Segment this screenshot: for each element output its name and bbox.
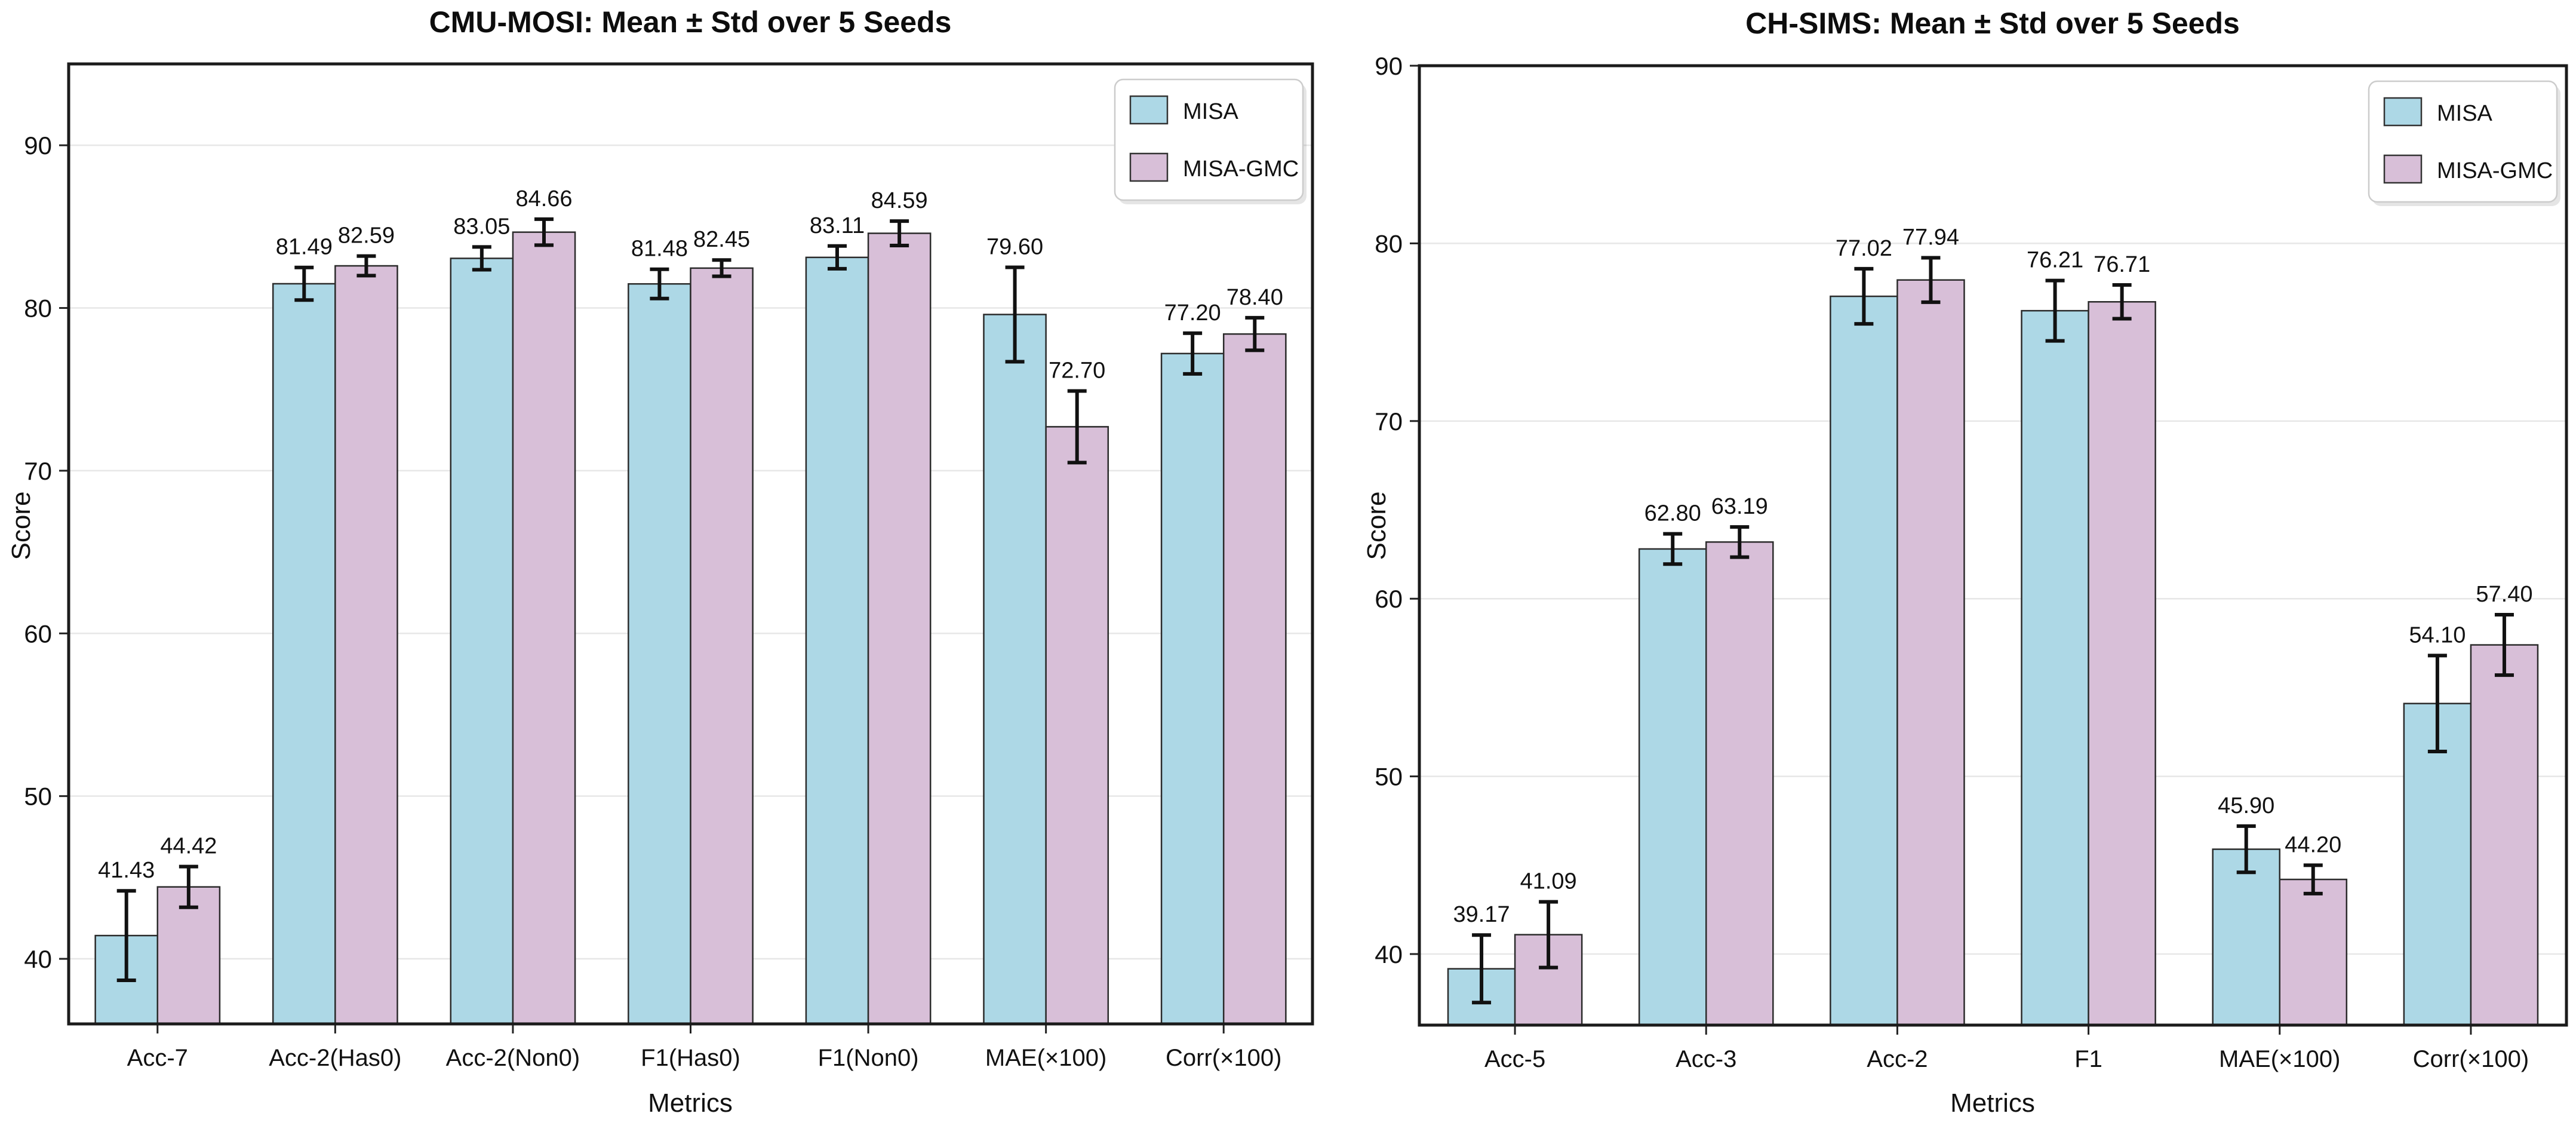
y-tick-label: 60 <box>24 619 52 648</box>
x-tick-label: Acc-2(Non0) <box>446 1045 580 1071</box>
bar-value-label: 81.48 <box>631 237 688 262</box>
bar-value-label: 84.66 <box>515 186 572 211</box>
bar-value-label: 78.40 <box>1226 285 1283 310</box>
y-axis-label-cmu-mosi: Score <box>7 491 36 560</box>
bar-MISA-GMC-Acc-2(Non0) <box>512 231 576 1025</box>
bar-MISA-GMC-Acc-3 <box>1705 541 1774 1026</box>
bar-value-label: 84.59 <box>871 188 928 213</box>
bar-value-label: 44.42 <box>160 834 217 859</box>
bar-value-label: 77.20 <box>1164 300 1221 326</box>
bar-value-label: 45.90 <box>2218 793 2274 818</box>
bar-chart-cmu-mosi: 41.43 81.49 83.05 81.48 83.11 79.60 77.20 44.42… <box>24 62 1314 1071</box>
y-tick-label: 70 <box>1375 407 1403 435</box>
legend-label-MISA-GMC: MISA-GMC <box>2437 158 2553 183</box>
chart-panel-ch-sims: 39.17 62.80 77.02 76.21 45.90 54.10 41.09 63.19… <box>1344 0 2576 1141</box>
bar-value-label: 41.09 <box>1520 869 1577 894</box>
bar-MISA-F1(Non0) <box>805 256 869 1025</box>
legend-label-MISA-GMC: MISA-GMC <box>1183 157 1299 182</box>
bar-value-label: 76.71 <box>2094 252 2150 277</box>
x-tick-label: Acc-7 <box>127 1045 188 1071</box>
chart-title-ch-sims: CH-SIMS: Mean ± Std over 5 Seeds <box>1745 7 2240 40</box>
y-tick-label: 80 <box>24 295 52 323</box>
y-tick-label: 90 <box>1375 52 1403 80</box>
chart-panel-cmu-mosi: 41.43 81.49 83.05 81.48 83.11 79.60 77.20 44.42… <box>24 62 1314 1071</box>
bar-MISA-GMC-Acc-2(Has0) <box>334 265 398 1025</box>
bar-MISA-F1 <box>2021 309 2089 1026</box>
bar-MISA-GMC-MAE(×100) <box>2279 878 2348 1026</box>
y-tick-label: 90 <box>24 131 52 160</box>
legend-swatch-MISA-GMC <box>2383 154 2423 184</box>
bar-MISA-GMC-F1(Has0) <box>690 267 754 1025</box>
x-tick-label: Acc-5 <box>1484 1046 1545 1072</box>
x-tick-label: MAE(×100) <box>2219 1046 2340 1072</box>
y-tick-label: 50 <box>1375 763 1403 791</box>
x-tick-label: Acc-2 <box>1867 1046 1928 1072</box>
y-tick-label: 70 <box>24 457 52 485</box>
x-axis-label-ch-sims: Metrics <box>1950 1088 2035 1118</box>
bar-value-label: 83.05 <box>453 214 510 239</box>
bar-MISA-Acc-2(Has0) <box>272 283 336 1025</box>
x-tick-label: Corr(×100) <box>1166 1045 1282 1071</box>
x-tick-label: F1(Has0) <box>641 1045 740 1071</box>
legend-swatch-MISA <box>2383 97 2423 127</box>
bar-value-label: 62.80 <box>1644 501 1701 526</box>
bar-value-label: 82.45 <box>693 227 750 252</box>
bar-value-label: 63.19 <box>1711 494 1768 519</box>
legend-swatch-MISA <box>1129 95 1169 125</box>
bar-MISA-GMC-Corr(×100) <box>1222 333 1287 1025</box>
bar-value-label: 83.11 <box>810 213 865 238</box>
y-tick-label: 80 <box>1375 229 1403 257</box>
y-tick-label: 60 <box>1375 585 1403 613</box>
bar-MISA-MAE(×100) <box>983 314 1047 1025</box>
y-axis-label-ch-sims: Score <box>1362 491 1391 560</box>
bar-MISA-GMC-Corr(×100) <box>2470 644 2539 1026</box>
bar-MISA-Acc-2(Non0) <box>450 257 514 1025</box>
bar-value-label: 76.21 <box>2027 248 2083 273</box>
bar-value-label: 72.70 <box>1049 358 1105 383</box>
bar-MISA-F1(Has0) <box>628 283 691 1025</box>
plot-border <box>1418 64 2568 1027</box>
legend-label-MISA: MISA <box>2437 101 2493 126</box>
legend-swatch-MISA-GMC <box>1129 152 1169 182</box>
bar-MISA-Acc-2 <box>1830 295 1898 1026</box>
chart-title-cmu-mosi: CMU-MOSI: Mean ± Std over 5 Seeds <box>429 5 952 39</box>
plot-border <box>67 62 1314 1026</box>
bar-value-label: 82.59 <box>338 223 395 249</box>
y-tick-label: 50 <box>24 783 52 811</box>
y-tick-label: 40 <box>1375 940 1403 968</box>
bar-value-label: 77.94 <box>1902 225 1959 250</box>
bar-value-label: 41.43 <box>98 858 155 883</box>
x-tick-label: F1 <box>2074 1046 2102 1072</box>
bar-MISA-GMC-MAE(×100) <box>1045 426 1109 1025</box>
bar-value-label: 81.49 <box>276 235 333 260</box>
bar-MISA-MAE(×100) <box>2212 848 2280 1026</box>
bar-value-label: 39.17 <box>1453 902 1510 927</box>
x-tick-label: Acc-2(Has0) <box>269 1045 401 1071</box>
bar-value-label: 77.02 <box>1836 236 1892 261</box>
bar-MISA-GMC-Acc-7 <box>156 886 221 1025</box>
legend-label-MISA: MISA <box>1183 99 1239 124</box>
x-tick-label: Corr(×100) <box>2413 1046 2529 1072</box>
bar-value-label: 57.40 <box>2476 582 2532 607</box>
x-tick-label: MAE(×100) <box>985 1045 1106 1071</box>
x-tick-label: Acc-3 <box>1676 1046 1736 1072</box>
bar-value-label: 54.10 <box>2409 622 2466 648</box>
bar-value-label: 44.20 <box>2285 832 2341 857</box>
x-axis-label-cmu-mosi: Metrics <box>648 1088 733 1118</box>
bar-MISA-GMC-Acc-2 <box>1896 279 1965 1026</box>
bar-chart-ch-sims: 39.17 62.80 77.02 76.21 45.90 54.10 41.09 63.19… <box>1375 52 2568 1072</box>
y-tick-label: 40 <box>24 945 52 973</box>
x-tick-label: F1(Non0) <box>818 1045 919 1071</box>
bar-MISA-GMC-F1 <box>2088 301 2156 1026</box>
bar-value-label: 79.60 <box>986 234 1043 259</box>
bar-MISA-Acc-3 <box>1638 548 1707 1026</box>
bar-MISA-GMC-F1(Non0) <box>867 232 932 1025</box>
bar-MISA-Corr(×100) <box>1160 352 1225 1025</box>
